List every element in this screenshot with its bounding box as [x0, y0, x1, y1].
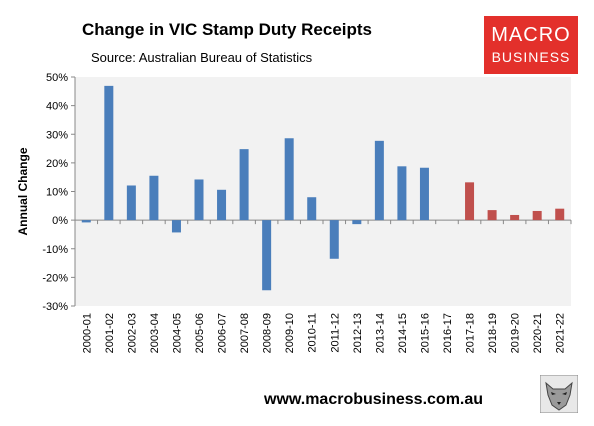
logo-line-1: MACRO [491, 24, 571, 46]
bar [329, 220, 339, 259]
bar [374, 140, 384, 221]
y-tick-label: -10% [42, 244, 68, 256]
bar [81, 220, 91, 223]
x-tick-label: 2012-13 [352, 313, 364, 353]
bar [307, 197, 317, 221]
y-tick-label: 0% [52, 215, 68, 227]
bar [194, 179, 204, 221]
x-tick-label: 2013-14 [374, 313, 386, 353]
x-tick-label: 2020-21 [532, 313, 544, 353]
bar [510, 214, 520, 221]
bar [532, 210, 542, 221]
y-tick-label: 10% [46, 187, 68, 199]
bar [397, 166, 407, 221]
bar [262, 220, 272, 291]
bar [217, 189, 227, 221]
x-tick-label: 2021-22 [555, 313, 567, 353]
x-tick-label: 2010-11 [307, 313, 319, 353]
wolf-logo-icon [540, 375, 578, 413]
bar [465, 182, 475, 221]
x-tick-label: 2008-09 [262, 313, 274, 353]
x-tick-label: 2000-01 [81, 313, 93, 353]
x-tick-label: 2011-12 [329, 313, 341, 353]
bar [555, 208, 565, 221]
x-tick-label: 2002-03 [126, 313, 138, 353]
bar [239, 149, 249, 221]
bar [104, 85, 114, 221]
x-tick-label: 2017-18 [465, 313, 477, 353]
chart-subtitle: Source: Australian Bureau of Statistics [91, 50, 313, 65]
y-tick-label: 50% [46, 72, 68, 84]
chart-title: Change in VIC Stamp Duty Receipts [82, 20, 372, 39]
x-tick-label: 2005-06 [194, 313, 206, 353]
y-tick-label: -30% [42, 301, 68, 313]
x-tick-label: 2001-02 [104, 313, 116, 353]
website-url[interactable]: www.macrobusiness.com.au [264, 391, 484, 408]
x-tick-label: 2009-10 [284, 313, 296, 353]
x-tick-label: 2016-17 [442, 313, 454, 353]
plot-area [75, 77, 571, 306]
bar [352, 220, 362, 225]
y-tick-label: 20% [46, 158, 68, 170]
y-tick-label: 40% [46, 101, 68, 113]
x-tick-label: 2018-19 [487, 313, 499, 353]
x-tick-label: 2014-15 [397, 313, 409, 353]
y-tick-label: -20% [42, 272, 68, 284]
bar [419, 167, 429, 221]
y-axis-label: Annual Change [16, 147, 30, 235]
x-tick-label: 2019-20 [510, 313, 522, 353]
bar [284, 138, 294, 221]
bar [149, 175, 159, 221]
bar [487, 210, 497, 221]
logo-line-2: BUSINESS [491, 49, 571, 65]
bar [171, 220, 181, 233]
x-tick-label: 2003-04 [149, 313, 161, 353]
x-tick-label: 2004-05 [171, 313, 183, 353]
x-tick-label: 2007-08 [239, 313, 251, 353]
y-tick-label: 30% [46, 129, 68, 141]
bar [126, 185, 136, 221]
x-tick-label: 2015-16 [419, 313, 431, 353]
x-tick-label: 2006-07 [217, 313, 229, 353]
macrobusiness-logo: MACRO BUSINESS [484, 16, 578, 74]
